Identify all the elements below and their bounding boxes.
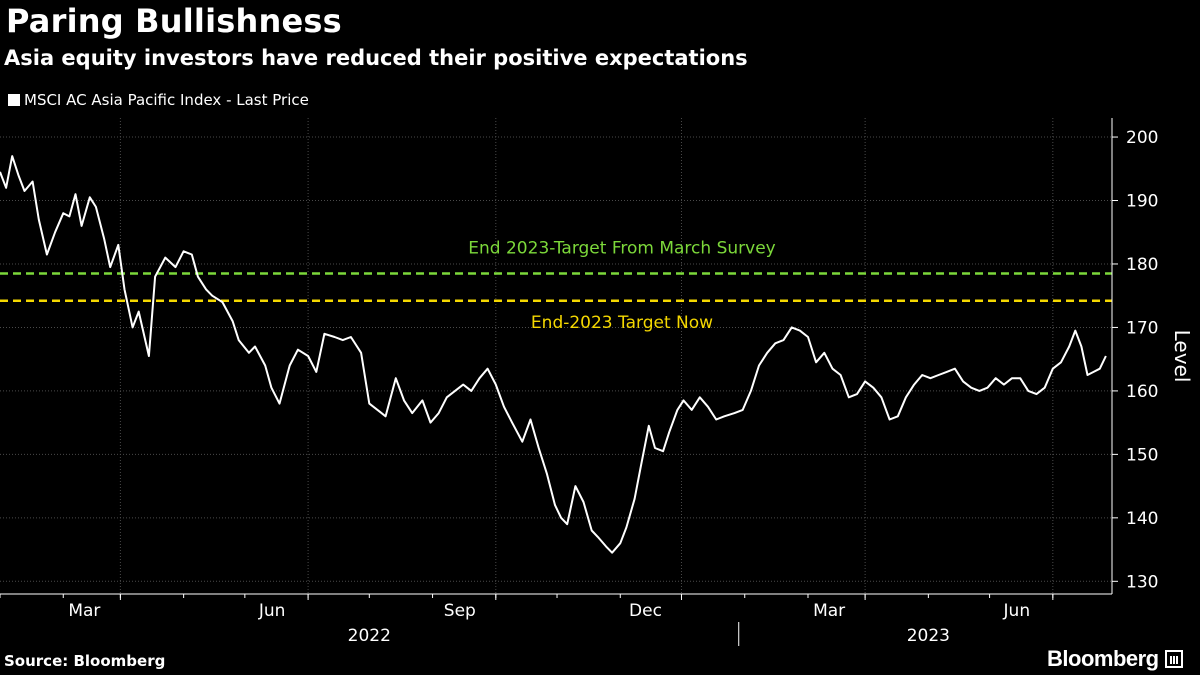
- legend-swatch: [8, 94, 20, 106]
- reference-label: End-2023 Target Now: [531, 313, 713, 333]
- y-axis-title: Level: [1170, 330, 1194, 383]
- y-tick-label: 180: [1126, 255, 1158, 275]
- series-line: [0, 155, 1107, 554]
- x-tick-label: Mar: [68, 601, 100, 621]
- reference-label: End 2023-Target From March Survey: [468, 238, 775, 258]
- x-tick-label: Jun: [1003, 601, 1031, 621]
- y-tick-label: 200: [1126, 128, 1158, 148]
- reference-lines: End 2023-Target From March Survey End-202…: [0, 238, 1112, 333]
- year-label: 2022: [348, 626, 391, 646]
- x-tick-label: Sep: [444, 601, 476, 621]
- y-tick-label: 160: [1126, 382, 1158, 402]
- series: [0, 155, 1107, 554]
- y-tick-label: 140: [1126, 509, 1158, 529]
- y-tick-label: 130: [1126, 572, 1158, 592]
- x-tick-label: Jun: [258, 601, 286, 621]
- source-note: Source: Bloomberg: [4, 652, 166, 670]
- y-tick-label: 150: [1126, 445, 1158, 465]
- x-tick-label: Mar: [813, 601, 845, 621]
- y-tick-label: 190: [1126, 192, 1158, 212]
- axes: 130 140 150 160 170 180 190 200 Mar Jun Sep Dec Mar J…: [0, 118, 1194, 646]
- brand-name: Bloomberg: [1047, 646, 1159, 671]
- x-tick-label: Dec: [629, 601, 662, 621]
- bloomberg-logo: Bloomberg: [1047, 646, 1183, 672]
- chart-title: Paring Bullishness: [6, 2, 342, 40]
- grid: [0, 118, 1112, 594]
- chart-subtitle: Asia equity investors have reduced their…: [4, 46, 748, 70]
- y-tick-label: 170: [1126, 318, 1158, 338]
- legend: MSCI AC Asia Pacific Index - Last Price: [8, 91, 309, 109]
- legend-label: MSCI AC Asia Pacific Index - Last Price: [24, 91, 309, 109]
- terminal-icon: [1164, 650, 1183, 668]
- year-label: 2023: [907, 626, 950, 646]
